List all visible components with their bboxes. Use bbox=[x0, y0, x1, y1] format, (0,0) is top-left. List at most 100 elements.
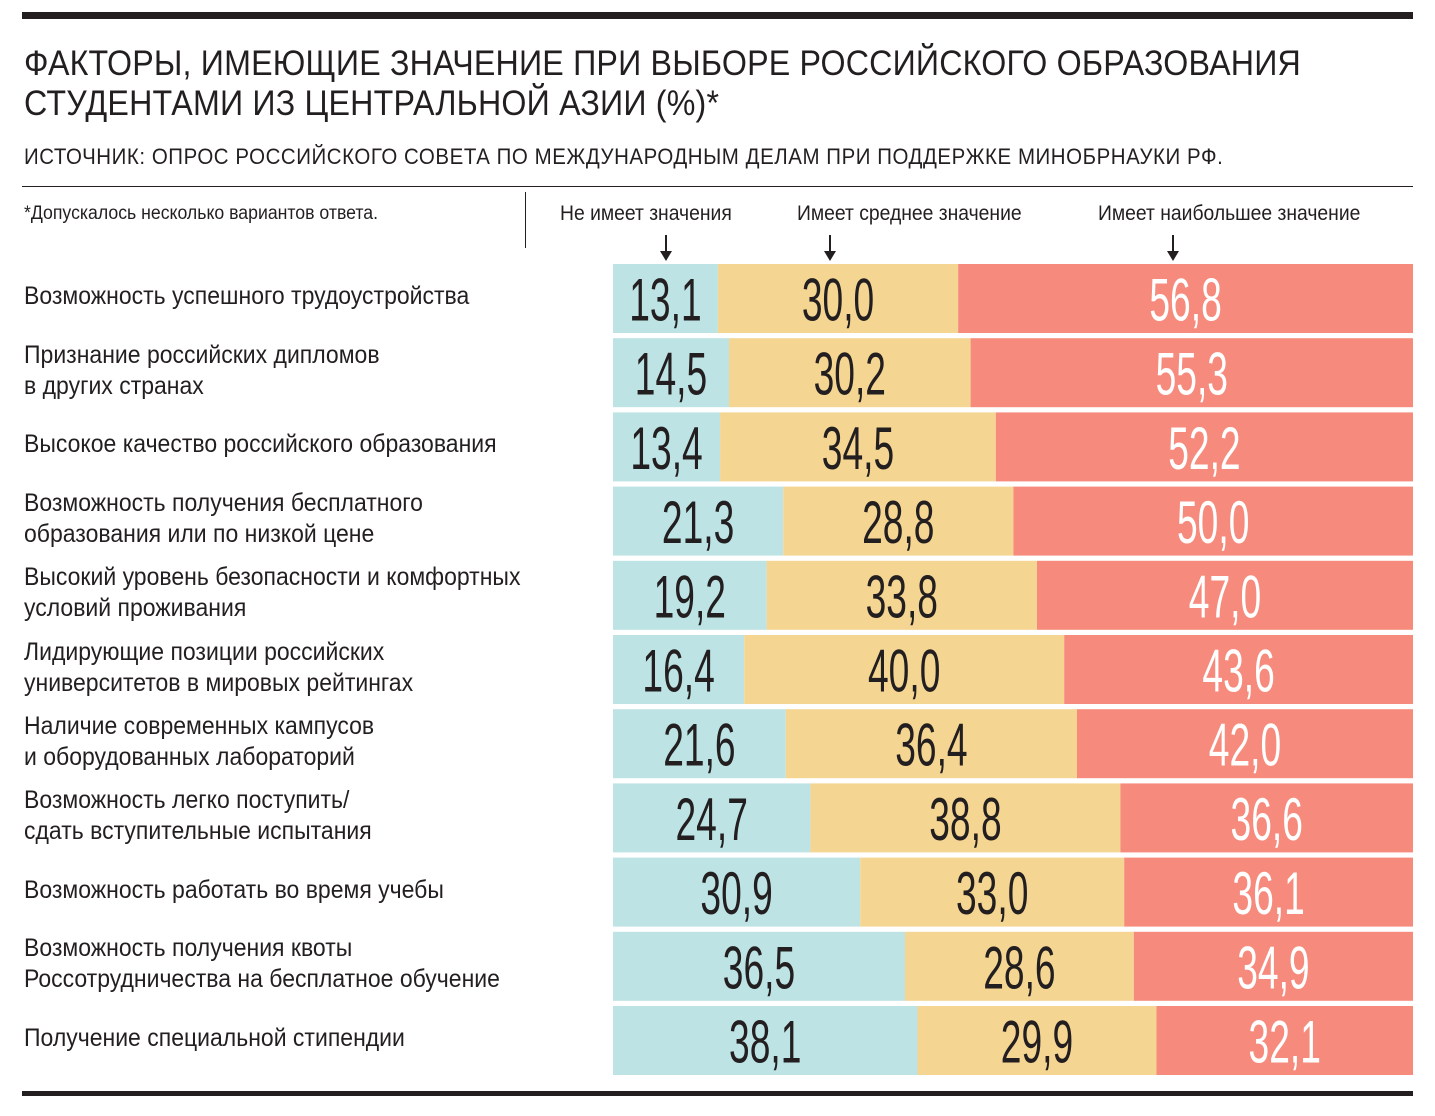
data-label-high: 56,8 bbox=[1149, 266, 1221, 333]
bar-segment-no bbox=[613, 857, 861, 927]
data-label-no: 21,3 bbox=[662, 489, 734, 556]
bar-segment-high bbox=[1077, 709, 1413, 779]
category-label-line: Возможность легко поступить/ bbox=[24, 785, 350, 814]
data-label-mid: 34,5 bbox=[822, 415, 894, 482]
bar-segment-high bbox=[1064, 635, 1413, 704]
data-label-mid: 30,0 bbox=[802, 266, 874, 333]
bar-segment-high bbox=[1037, 560, 1413, 630]
bar-segment-mid bbox=[717, 264, 959, 333]
arrow-down-icon bbox=[660, 235, 672, 261]
bar-segment-high bbox=[958, 264, 1413, 333]
bar-segment-high bbox=[1124, 857, 1413, 927]
footnote: *Допускалось несколько вариантов ответа. bbox=[24, 203, 379, 224]
data-label-high: 52,2 bbox=[1168, 415, 1240, 482]
category-label-line: условий проживания bbox=[24, 594, 247, 623]
bar-segment-mid bbox=[810, 783, 1121, 853]
data-label-no: 30,9 bbox=[700, 860, 772, 927]
bar-segment-high bbox=[1120, 783, 1413, 853]
legend-label-no: Не имеет значения bbox=[560, 202, 732, 225]
category-label: Высокий уровень безопасности и комфортны… bbox=[24, 562, 520, 624]
bar-segment-high bbox=[1013, 486, 1413, 556]
data-label-mid: 33,8 bbox=[866, 563, 938, 630]
bar-segment-mid bbox=[720, 412, 996, 482]
bottom-rule bbox=[22, 1091, 1413, 1096]
category-label: Получение специальной стипендии bbox=[24, 1023, 405, 1054]
category-label-line: Признание российских дипломов bbox=[24, 340, 380, 369]
top-rule bbox=[22, 12, 1413, 19]
arrow-down-icon bbox=[1167, 235, 1179, 261]
bar-segment-no bbox=[613, 264, 718, 333]
legend-high-importance: Имеет наибольшее значение bbox=[1098, 202, 1383, 226]
bar-segment-no bbox=[613, 560, 767, 630]
category-label-line: Высокое качество российского образования bbox=[24, 430, 497, 459]
legend-label-mid: Имеет среднее значение bbox=[797, 202, 1022, 225]
arrow-down-icon bbox=[824, 235, 836, 261]
data-label-high: 36,6 bbox=[1231, 786, 1303, 853]
data-label-high: 50,0 bbox=[1177, 489, 1249, 556]
data-label-high: 47,0 bbox=[1189, 563, 1261, 630]
header-vertical-divider bbox=[525, 192, 526, 248]
data-label-no: 21,6 bbox=[663, 712, 735, 779]
category-label-line: сдать вступительные испытания bbox=[24, 816, 372, 845]
bar-segment-no bbox=[613, 783, 811, 853]
bar-segment-mid bbox=[729, 338, 971, 408]
data-label-mid: 28,6 bbox=[983, 934, 1055, 1001]
bar-segment-no bbox=[613, 709, 786, 779]
chart-title: ФАКТОРЫ, ИМЕЮЩИЕ ЗНАЧЕНИЕ ПРИ ВЫБОРЕ РОС… bbox=[24, 44, 1303, 124]
bar-segment-mid bbox=[744, 635, 1065, 704]
data-label-no: 13,4 bbox=[630, 415, 702, 482]
category-label-line: Наличие современных кампусов bbox=[24, 711, 375, 740]
category-label-line: Россотрудничества на бесплатное обучение bbox=[24, 965, 500, 994]
data-label-high: 43,6 bbox=[1202, 637, 1274, 704]
data-label-mid: 40,0 bbox=[868, 637, 940, 704]
category-label-line: образования или по низкой цене bbox=[24, 520, 375, 549]
data-label-no: 16,4 bbox=[642, 637, 714, 704]
category-label-line: Высокий уровень безопасности и комфортны… bbox=[24, 563, 521, 592]
bar-segment-mid bbox=[860, 857, 1125, 927]
bar-segment-mid bbox=[905, 931, 1134, 1001]
category-label: Возможность успешного трудоустройства bbox=[24, 281, 469, 312]
category-label-line: Возможность получения бесплатного bbox=[24, 489, 423, 518]
legend-label-high: Имеет наибольшее значение bbox=[1098, 202, 1361, 225]
data-label-high: 55,3 bbox=[1156, 341, 1228, 408]
bar-segment-high bbox=[1156, 1006, 1413, 1075]
data-label-no: 19,2 bbox=[654, 563, 726, 630]
bar-segment-no bbox=[613, 931, 905, 1001]
header-divider bbox=[22, 186, 1413, 187]
category-label-line: Возможность успешного трудоустройства bbox=[24, 282, 470, 310]
data-label-no: 14,5 bbox=[635, 341, 707, 408]
bar-segment-no bbox=[613, 635, 745, 704]
bar-segment-no bbox=[613, 486, 784, 556]
data-label-mid: 28,8 bbox=[862, 489, 934, 556]
data-label-mid: 33,0 bbox=[956, 860, 1028, 927]
data-label-no: 36,5 bbox=[723, 934, 795, 1001]
category-label-line: университетов в мировых рейтингах bbox=[24, 668, 414, 697]
bar-segment-high bbox=[970, 338, 1413, 408]
bar-segment-high bbox=[1133, 931, 1413, 1001]
source-note: ИСТОЧНИК: ОПРОС РОССИЙСКОГО СОВЕТА ПО МЕ… bbox=[24, 144, 1224, 169]
data-label-high: 42,0 bbox=[1209, 712, 1281, 779]
data-label-mid: 30,2 bbox=[814, 341, 886, 408]
data-label-no: 38,1 bbox=[729, 1008, 801, 1075]
category-label-line: и оборудованных лабораторий bbox=[24, 742, 355, 771]
bar-segment-mid bbox=[783, 486, 1014, 556]
bar-segment-no bbox=[613, 412, 721, 482]
bar-segment-no bbox=[613, 1006, 918, 1075]
bar-segment-mid bbox=[917, 1006, 1157, 1075]
data-label-high: 32,1 bbox=[1249, 1008, 1321, 1075]
title-line-1: ФАКТОРЫ, ИМЕЮЩИЕ ЗНАЧЕНИЕ ПРИ ВЫБОРЕ РОС… bbox=[24, 44, 1301, 83]
category-label: Признание российских дипломов в других ст… bbox=[24, 340, 380, 402]
legend-medium-importance: Имеет среднее значение bbox=[797, 202, 1041, 226]
title-line-2: СТУДЕНТАМИ ИЗ ЦЕНТРАЛЬНОЙ АЗИИ (%)* bbox=[24, 84, 720, 123]
data-label-mid: 36,4 bbox=[895, 712, 967, 779]
legend-no-importance: Не имеет значения bbox=[560, 202, 747, 226]
category-label: Высокое качество российского образования bbox=[24, 429, 497, 460]
category-label: Возможность получения бесплатного образов… bbox=[24, 488, 423, 550]
data-label-no: 24,7 bbox=[676, 786, 748, 853]
category-label-line: Возможность получения квоты bbox=[24, 934, 353, 963]
bar-segment-mid bbox=[785, 709, 1077, 779]
category-label: Лидирующие позиции российских университет… bbox=[24, 637, 413, 699]
category-label: Возможность работать во время учебы bbox=[24, 875, 444, 906]
bar-segment-no bbox=[613, 338, 729, 408]
